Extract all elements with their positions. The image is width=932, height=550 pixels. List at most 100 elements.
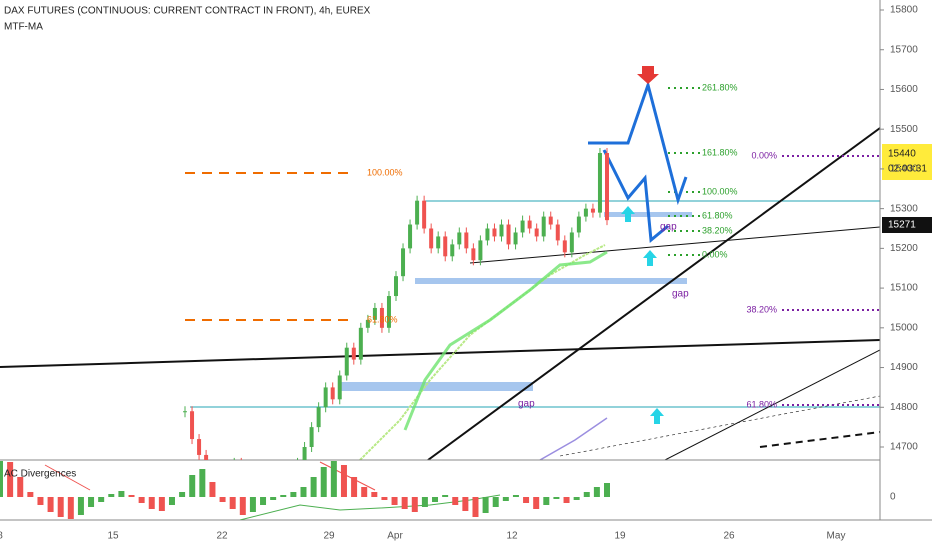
ac-bar <box>199 469 206 497</box>
candle <box>429 228 434 249</box>
ac-bar <box>371 492 378 497</box>
candle <box>316 407 321 428</box>
panel-tick-label: 0 <box>890 492 896 503</box>
divergence <box>319 461 376 491</box>
x-tick-label: 22 <box>216 531 228 542</box>
ac-bar <box>88 497 95 507</box>
candle <box>569 232 574 253</box>
ac-bar <box>533 497 540 509</box>
ac-bar <box>290 492 297 497</box>
last-badge-bg <box>882 217 932 233</box>
price-badge: 15440 <box>888 149 916 160</box>
y-tick-label: 15800 <box>890 5 918 16</box>
ac-bar <box>543 497 550 505</box>
candle <box>323 387 328 408</box>
ac-bar <box>482 497 489 513</box>
candle <box>281 487 285 495</box>
candle <box>408 224 413 249</box>
fib-label: 61.80% <box>702 210 733 220</box>
x-tick-label: May <box>827 531 846 542</box>
candle <box>457 232 462 245</box>
candle <box>422 200 427 229</box>
x-tick-label: 26 <box>723 531 735 542</box>
candle <box>337 375 342 400</box>
candle <box>211 467 215 479</box>
ac-bar <box>452 497 459 505</box>
candle <box>365 319 370 328</box>
candle <box>379 307 384 328</box>
ac-bar <box>553 497 560 499</box>
candle <box>296 463 300 479</box>
y-tick-label: 15400 <box>890 164 918 175</box>
candle <box>513 232 518 245</box>
candle <box>225 471 229 487</box>
candle <box>450 244 455 257</box>
ac-bar <box>502 497 509 501</box>
fib-label: 100.00% <box>702 186 738 196</box>
candle <box>520 220 525 233</box>
ac-bar <box>593 487 600 497</box>
y-tick-label: 15200 <box>890 243 918 254</box>
candle <box>471 248 476 261</box>
y-tick-label: 15500 <box>890 124 918 135</box>
fib-label: 100.00% <box>367 167 403 177</box>
y-tick-label: 15600 <box>890 84 918 95</box>
candle <box>548 216 553 225</box>
candle <box>443 236 448 257</box>
ac-bar <box>330 461 337 497</box>
ac-bar <box>148 497 155 509</box>
ac-bar <box>0 461 3 497</box>
ac-bar <box>168 497 175 505</box>
candle <box>562 240 567 253</box>
y-tick-label: 15300 <box>890 203 918 214</box>
ac-bar <box>512 495 519 497</box>
candle <box>351 347 356 360</box>
chart-title: DAX FUTURES (CONTINUOUS: CURRENT CONTRAC… <box>4 6 371 17</box>
ac-bar <box>573 497 580 500</box>
candle <box>485 228 490 241</box>
candle <box>183 411 187 413</box>
ac-bar <box>604 483 610 497</box>
countdown: 02:03:31 <box>888 164 927 175</box>
candle <box>232 463 236 471</box>
gap-label: gap <box>518 399 535 410</box>
ac-bar <box>47 497 54 512</box>
ac-bar <box>411 497 418 512</box>
ac-bar <box>432 497 439 502</box>
fib-label: 0.00% <box>702 249 728 259</box>
y-tick-label: 15100 <box>890 283 918 294</box>
divergence <box>239 494 501 520</box>
x-tick-label: 15 <box>107 531 119 542</box>
ac-bar <box>189 475 196 497</box>
divergence <box>44 464 91 491</box>
ac-bar <box>209 482 216 497</box>
ac-bar <box>118 491 125 497</box>
ac-bar <box>320 467 327 497</box>
ac-bar <box>249 497 256 512</box>
drawings <box>0 66 880 460</box>
candle <box>590 208 595 213</box>
ac-bar <box>77 497 84 515</box>
candle <box>583 208 588 217</box>
candle <box>246 479 250 495</box>
candle <box>267 467 271 475</box>
candle <box>253 487 257 495</box>
fib-label: 161.80% <box>702 147 738 157</box>
candle <box>190 411 195 440</box>
ac-bar <box>179 492 186 497</box>
ac-bar <box>523 497 530 503</box>
candle <box>534 228 539 237</box>
ac-bar <box>57 497 64 517</box>
y-tick-label: 14900 <box>890 362 918 373</box>
candle <box>260 467 264 487</box>
x-tick-label: Apr <box>387 531 403 542</box>
price-badge-bg <box>882 144 932 180</box>
ac-bar <box>158 497 165 511</box>
candle <box>344 347 349 376</box>
fib-label: 61.80% <box>746 399 777 409</box>
gap-label: gap <box>660 222 677 233</box>
fib-label: 261.80% <box>702 82 738 92</box>
candle <box>218 479 222 487</box>
ac-bar <box>7 462 14 497</box>
